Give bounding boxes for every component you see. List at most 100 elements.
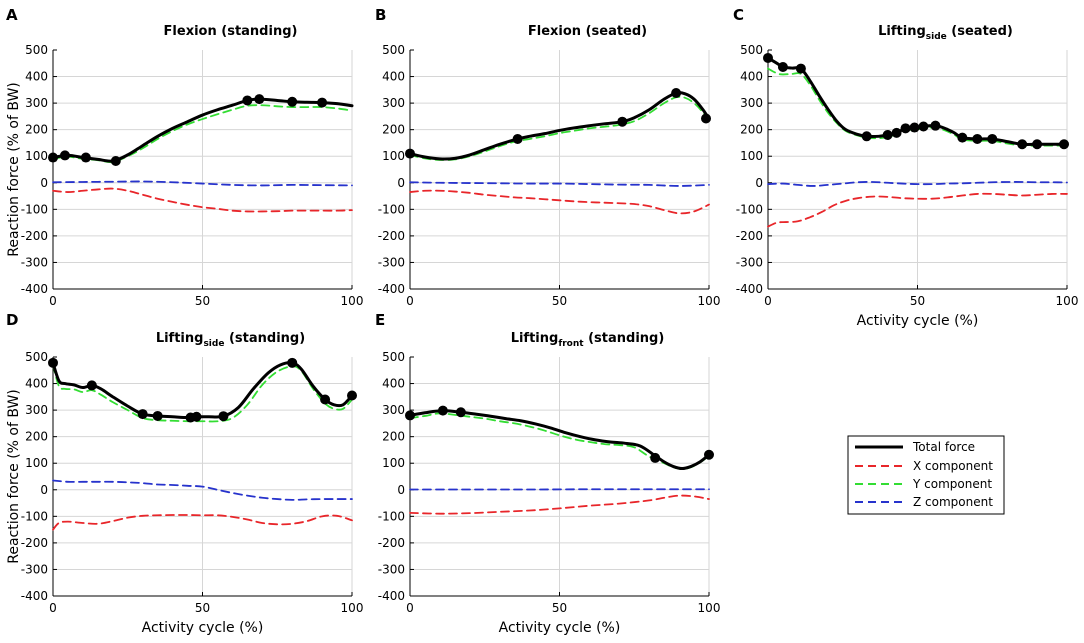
y-tick-label: 300 xyxy=(740,96,763,110)
title-main: Lifting xyxy=(511,331,559,346)
x-tick-label: 100 xyxy=(698,601,721,615)
y-tick-label: 400 xyxy=(25,70,48,84)
marker-point xyxy=(320,394,331,405)
y-tick-label: -100 xyxy=(21,509,48,523)
marker-point xyxy=(405,410,415,421)
panel-title: Liftingside (standing) xyxy=(156,331,305,349)
title-main: Flexion xyxy=(164,24,217,39)
marker-point xyxy=(891,127,902,138)
marker-point xyxy=(152,410,163,421)
y-tick-label: -300 xyxy=(21,562,48,576)
marker-point xyxy=(617,116,628,127)
y-tick-label: 0 xyxy=(755,176,763,190)
panel-letter: D xyxy=(6,311,18,329)
y-tick-label: 0 xyxy=(397,176,405,190)
y-tick-label: -400 xyxy=(21,589,48,603)
panel-title: Flexion (seated) xyxy=(528,24,647,39)
x-tick-label: 0 xyxy=(49,294,57,308)
y-tick-label: 200 xyxy=(740,123,763,137)
y-tick-label: -100 xyxy=(21,202,48,216)
series-x xyxy=(767,192,1068,228)
marker-point xyxy=(218,411,229,422)
panel-title: Liftingside (seated) xyxy=(878,24,1013,42)
panel-title: Flexion (standing) xyxy=(164,24,298,39)
y-tick-label: 300 xyxy=(25,96,48,110)
title-main: Lifting xyxy=(878,24,926,39)
marker-point xyxy=(437,405,448,416)
y-tick-label: 400 xyxy=(382,377,405,391)
y-tick-label: 200 xyxy=(25,123,48,137)
y-tick-label: -300 xyxy=(378,562,405,576)
y-tick-label: 0 xyxy=(397,483,405,497)
series-z xyxy=(52,479,353,501)
x-tick-label: 0 xyxy=(406,294,414,308)
y-tick-label: 500 xyxy=(740,43,763,57)
y-tick-label: -100 xyxy=(736,202,763,216)
marker-point xyxy=(191,411,202,422)
marker-point xyxy=(930,120,941,131)
series-total xyxy=(408,409,711,471)
marker-point xyxy=(59,150,70,161)
y-tick-label: 200 xyxy=(25,430,48,444)
x-tick-label: 100 xyxy=(1056,294,1079,308)
marker-point xyxy=(287,96,298,107)
marker-point xyxy=(909,122,920,133)
title-suffix: (standing) xyxy=(224,331,305,346)
title-main: Lifting xyxy=(156,331,204,346)
x-axis-label: Activity cycle (%) xyxy=(142,620,264,636)
title-suffix: (standing) xyxy=(217,24,298,39)
panel-letter: E xyxy=(375,311,385,329)
y-tick-label: -100 xyxy=(378,509,405,523)
series-z xyxy=(767,181,1068,187)
y-tick-label: -300 xyxy=(21,255,48,269)
y-axis-label: Reaction force (% of BW) xyxy=(6,82,22,257)
marker-point xyxy=(861,131,872,142)
y-tick-label: 100 xyxy=(740,149,763,163)
y-tick-label: -200 xyxy=(378,536,405,550)
marker-point xyxy=(48,152,58,163)
panel-letter: C xyxy=(733,6,744,24)
marker-point xyxy=(254,94,265,105)
y-tick-label: 500 xyxy=(382,350,405,364)
marker-point xyxy=(86,380,97,391)
marker-point xyxy=(987,133,998,144)
series-y xyxy=(52,104,353,164)
marker-point xyxy=(1059,139,1070,150)
y-tick-label: -200 xyxy=(378,229,405,243)
panel-c: -400 -300 -200 -100 0 100 200 300 400 500 0 50 100 C L… xyxy=(733,6,1078,329)
marker-point xyxy=(957,132,968,143)
x-tick-label: 0 xyxy=(406,601,414,615)
title-suffix: (seated) xyxy=(947,24,1013,39)
marker-point xyxy=(671,88,682,99)
y-tick-label: -100 xyxy=(378,202,405,216)
y-tick-label: -300 xyxy=(378,255,405,269)
marker-point xyxy=(287,357,298,368)
x-axis-label: Activity cycle (%) xyxy=(499,620,621,636)
series-z xyxy=(409,181,710,187)
marker-point xyxy=(900,123,911,134)
y-tick-label: 300 xyxy=(382,403,405,417)
y-tick-label: 0 xyxy=(40,483,48,497)
legend-label-x: X component xyxy=(913,459,993,473)
marker-point xyxy=(347,390,357,401)
y-tick-label: 100 xyxy=(382,149,405,163)
y-tick-label: 100 xyxy=(25,456,48,470)
title-suffix: (seated) xyxy=(581,24,647,39)
y-tick-label: -400 xyxy=(21,282,48,296)
y-tick-label: -300 xyxy=(736,255,763,269)
marker-point xyxy=(882,129,893,140)
series-x xyxy=(409,189,710,215)
y-tick-label: -400 xyxy=(378,282,405,296)
y-tick-label: -200 xyxy=(736,229,763,243)
legend-label-z: Z component xyxy=(913,495,993,509)
y-tick-label: 200 xyxy=(382,430,405,444)
marker-point xyxy=(704,449,714,460)
marker-point xyxy=(48,357,58,368)
panel-a: -400 -300 -200 -100 0 100 200 300 400 500 0 50 100 A F… xyxy=(6,6,363,308)
title-main: Flexion xyxy=(528,24,581,39)
series-x xyxy=(52,514,353,531)
x-tick-label: 100 xyxy=(698,294,721,308)
x-tick-label: 100 xyxy=(341,601,364,615)
y-tick-label: -400 xyxy=(378,589,405,603)
series-x xyxy=(52,187,353,213)
